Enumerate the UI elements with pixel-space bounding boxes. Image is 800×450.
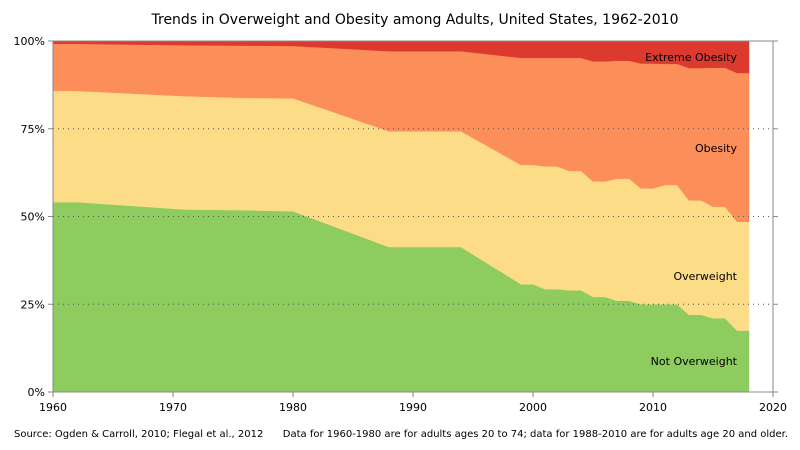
y-tick-label: 25%: [21, 298, 45, 311]
area-layers: [52, 40, 750, 393]
series-label-overweight: Overweight: [673, 270, 737, 283]
series-label-not-overweight: Not Overweight: [651, 355, 738, 368]
series-label-obesity: Obesity: [695, 142, 738, 155]
x-tick-label: 1990: [399, 401, 427, 414]
y-tick-label: 100%: [14, 35, 45, 48]
y-tick-label: 75%: [21, 123, 45, 136]
gridlines: [53, 128, 773, 305]
y-axis: 0% 25% 50% 75% 100%: [14, 35, 778, 399]
source-note: Source: Ogden & Carroll, 2010; Flegal et…: [14, 429, 263, 440]
series-label-extreme-obesity: Extreme Obesity: [645, 51, 737, 64]
x-tick-label: 1960: [39, 401, 67, 414]
x-axis: 1960 1970 1980 1990 2000 2010 2020: [39, 392, 787, 414]
x-tick-label: 1980: [279, 401, 307, 414]
x-tick-label: 2010: [639, 401, 667, 414]
y-tick-label: 50%: [21, 211, 45, 224]
data-note: Data for 1960-1980 are for adults ages 2…: [283, 429, 788, 440]
x-tick-label: 2020: [759, 401, 787, 414]
x-tick-label: 1970: [159, 401, 187, 414]
x-tick-label: 2000: [519, 401, 547, 414]
y-tick-label: 0%: [28, 386, 45, 399]
chart-title: Trends in Overweight and Obesity among A…: [151, 12, 679, 28]
